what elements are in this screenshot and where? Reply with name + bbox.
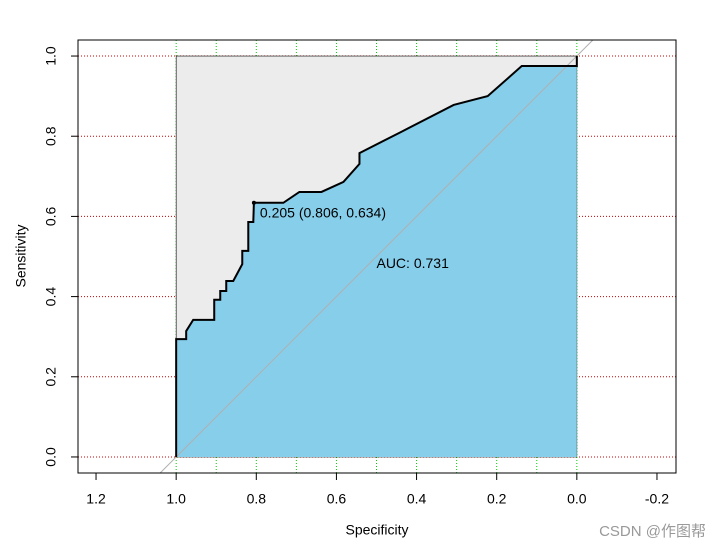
- y-tick-label: 0.0: [43, 447, 59, 467]
- x-tick-label: 1.2: [86, 491, 106, 507]
- y-tick-label: 0.4: [43, 287, 59, 307]
- x-tick-label: 0.6: [327, 491, 347, 507]
- roc-curve: [175, 56, 578, 457]
- threshold-point: [251, 200, 256, 205]
- y-tick-label: 1.0: [43, 46, 59, 66]
- x-tick-label: 0.4: [407, 491, 427, 507]
- diagonal: [159, 39, 594, 474]
- threshold-label: 0.205 (0.806, 0.634): [260, 204, 386, 220]
- y-tick-label: 0.2: [43, 367, 59, 387]
- y-tick-label: 0.8: [43, 126, 59, 146]
- x-tick-label: 0.8: [247, 491, 267, 507]
- x-axis-label: Specificity: [345, 522, 408, 538]
- x-tick-label: 0.0: [567, 491, 587, 507]
- auc-label: AUC: 0.731: [376, 255, 449, 271]
- x-tick-label: 1.0: [166, 491, 186, 507]
- y-axis-label: Sensitivity: [13, 224, 29, 287]
- x-tick-label: -0.2: [645, 491, 669, 507]
- watermark: CSDN @作图帮: [599, 523, 706, 540]
- x-tick-label: 0.2: [487, 491, 507, 507]
- y-tick-label: 0.6: [43, 206, 59, 226]
- plot-frame: [77, 39, 677, 474]
